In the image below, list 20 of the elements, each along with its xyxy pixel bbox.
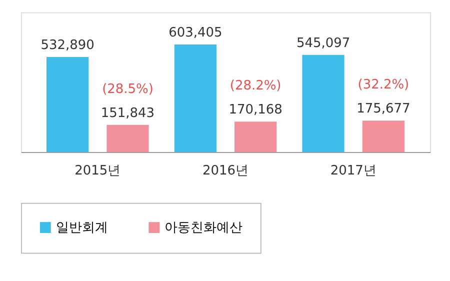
bar xyxy=(174,44,216,152)
legend-label: 일반회계 xyxy=(56,220,108,236)
bar xyxy=(106,124,149,152)
x-tick-label: 2016년 xyxy=(202,163,249,178)
bar xyxy=(362,120,404,152)
bar xyxy=(234,122,277,152)
annotation: (28.5%) xyxy=(102,82,154,97)
annotation: (28.2%) xyxy=(230,78,282,94)
data-label: 603,405 xyxy=(168,26,222,41)
data-label: 545,097 xyxy=(296,36,350,51)
data-label: 532,890 xyxy=(40,38,94,54)
x-tick-label: 2017년 xyxy=(330,163,376,178)
annotation: (32.2%) xyxy=(358,78,410,93)
legend-label: 아동친화예산 xyxy=(164,220,243,236)
data-label: 175,677 xyxy=(356,102,410,117)
data-label: 151,843 xyxy=(100,106,155,121)
bar xyxy=(46,57,89,152)
bar xyxy=(302,54,344,152)
x-tick-label: 2015년 xyxy=(74,163,121,178)
data-label: 170,168 xyxy=(228,102,282,118)
